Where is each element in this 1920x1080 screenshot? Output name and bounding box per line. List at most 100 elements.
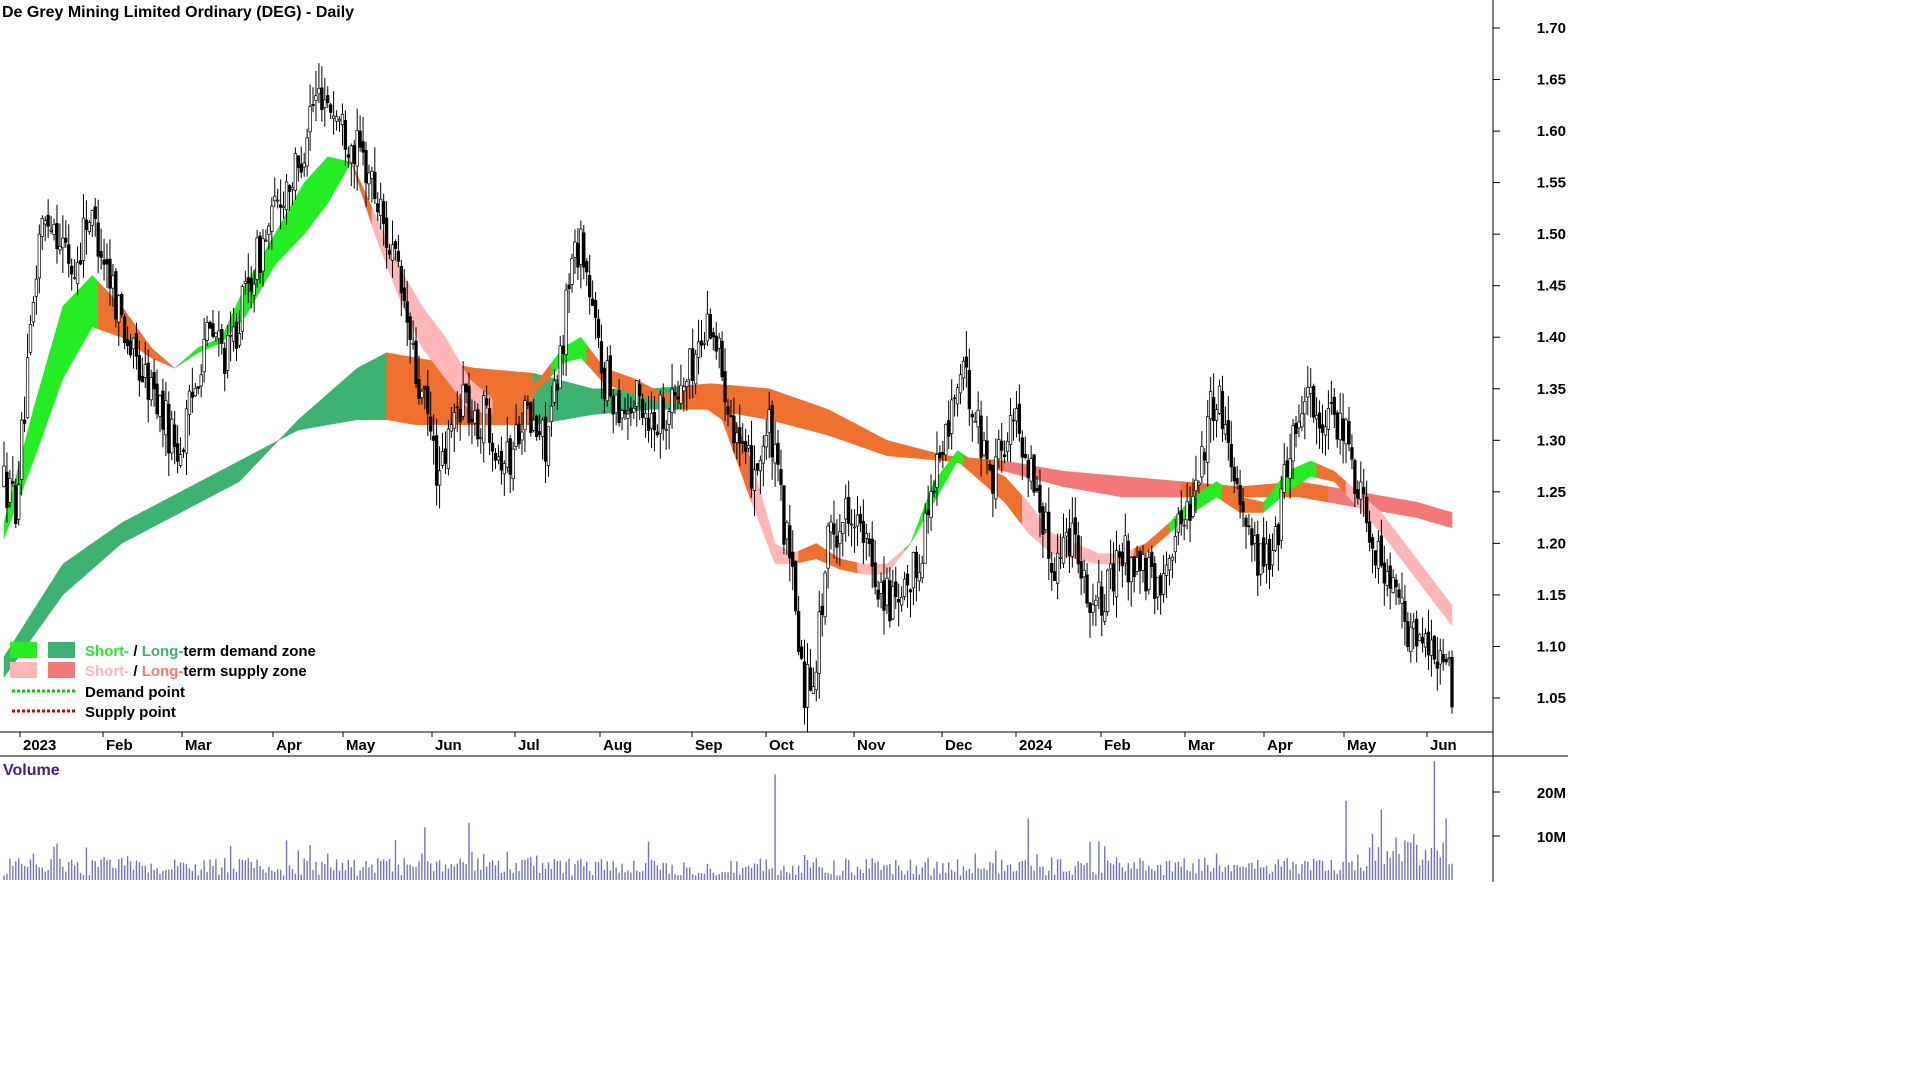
candle-body (1270, 550, 1275, 566)
candle-body (773, 443, 777, 464)
candle-body (632, 408, 636, 413)
price-chart: 1.70 1.65 1.60 1.55 1.50 1.45 1.40 1.35 1.30 1.25… (0, 0, 1568, 882)
candle-body (899, 596, 904, 606)
candle-body (549, 405, 554, 422)
candle-body (685, 380, 689, 387)
candle (361, 117, 365, 166)
candle-body (43, 220, 47, 225)
candle-body (452, 412, 456, 429)
candle-body (34, 278, 39, 297)
candle (311, 87, 315, 113)
candle-body (532, 419, 536, 431)
candle-body (437, 470, 442, 486)
time-tick-label: 2024 (1019, 737, 1053, 754)
candle-body (767, 409, 771, 434)
candle (70, 258, 74, 291)
candle-body (128, 340, 133, 356)
candle (632, 400, 636, 420)
legend-demand-point: Demand point (85, 684, 185, 701)
candle (93, 197, 97, 237)
volume-tick-label: 10M (1537, 829, 1566, 846)
candle (1150, 545, 1154, 579)
candle-body (670, 388, 674, 413)
candle-body (1379, 535, 1384, 566)
candle (1200, 431, 1204, 484)
candle-body (785, 522, 789, 540)
candle (1050, 552, 1054, 591)
candle (240, 284, 245, 340)
candle (455, 391, 459, 433)
candle (779, 449, 783, 501)
candle-body (208, 321, 212, 329)
candle (1000, 423, 1004, 473)
candle (482, 390, 486, 463)
candle-body (1014, 408, 1019, 422)
candle (626, 393, 630, 440)
candle (396, 234, 401, 268)
candle (20, 412, 24, 496)
candle (1047, 487, 1051, 581)
candle (384, 201, 389, 269)
candle-body (434, 435, 439, 486)
candle-body (1344, 419, 1348, 445)
candle (199, 364, 203, 398)
candle-body (140, 376, 144, 383)
candle (446, 419, 451, 476)
candle-body (911, 551, 916, 589)
candle (970, 410, 974, 442)
candle (1312, 383, 1316, 423)
candle (764, 419, 768, 460)
candle-body (1117, 551, 1122, 558)
candle-body (1423, 633, 1428, 648)
candle-body (997, 439, 1001, 460)
candle-body (964, 356, 969, 368)
candle-body (988, 463, 992, 471)
candle (305, 128, 309, 177)
legend-supply-zone: Short- / Long-term supply zone (85, 663, 307, 680)
volume-bars (3, 761, 1453, 880)
candle-body (155, 383, 159, 415)
candle (485, 385, 489, 409)
candle-body (1276, 524, 1281, 546)
candle (685, 378, 689, 411)
candle (437, 446, 442, 509)
candle-body (1176, 513, 1180, 533)
candle-body (205, 322, 209, 341)
candle-body (237, 333, 242, 346)
candle (1400, 572, 1404, 629)
candle-body (1026, 460, 1030, 479)
candle (1167, 554, 1172, 586)
candle (549, 386, 554, 437)
candle-body (1447, 657, 1451, 660)
candle (1170, 553, 1175, 579)
candle-body (187, 390, 192, 415)
candle-body (1314, 415, 1319, 420)
candle (667, 408, 671, 450)
candle-body (950, 399, 954, 434)
candle-body (1041, 506, 1045, 535)
candle-body (1264, 543, 1269, 565)
candle-body (1206, 416, 1210, 463)
candle (1091, 583, 1095, 626)
candle-body (1285, 460, 1289, 477)
candle-body (1038, 484, 1042, 513)
candle-body (284, 181, 289, 211)
candle-body (741, 441, 745, 444)
candle-body (1194, 479, 1198, 492)
candle-body (811, 686, 815, 695)
candle (14, 478, 18, 529)
candle-body (1170, 556, 1175, 561)
candle-body (58, 246, 62, 251)
candle (732, 397, 736, 453)
candle-body (782, 485, 786, 545)
candle (899, 586, 904, 612)
candle (1214, 404, 1219, 438)
candle-body (932, 490, 936, 493)
candle-body (1365, 496, 1369, 524)
candle-body (861, 521, 866, 543)
candle-body (308, 106, 312, 133)
candle-body (67, 244, 71, 264)
candle-body (1279, 488, 1283, 541)
candle (1241, 488, 1245, 527)
candle (1076, 521, 1080, 574)
